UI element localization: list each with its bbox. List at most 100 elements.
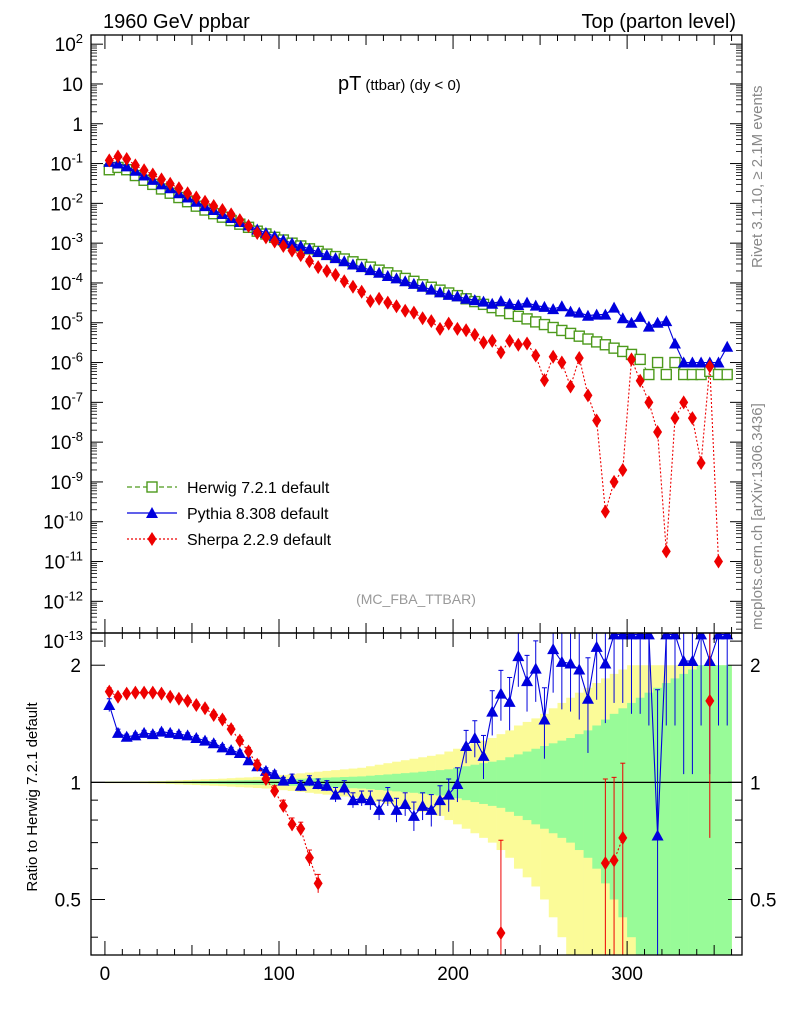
sherpa-ratio-point [278, 798, 288, 813]
pythia-point [660, 315, 673, 327]
sherpa-point [365, 294, 375, 309]
sherpa-point [148, 167, 158, 182]
sherpa-point [600, 504, 610, 519]
pythia-ratio-point [172, 728, 185, 740]
pythia-point [555, 300, 568, 312]
sherpa-point [539, 373, 549, 388]
sherpa-ratio-point [183, 693, 193, 708]
sherpa-point [661, 544, 671, 559]
sherpa-point [609, 474, 619, 489]
sherpa-ratio-point [200, 701, 210, 716]
pythia-ratio-point [155, 725, 168, 737]
sherpa-point [566, 379, 576, 394]
sherpa-point [487, 333, 497, 348]
ratio-band-stat [461, 766, 471, 801]
sherpa-point [714, 554, 724, 569]
sherpa-ratio-point [130, 685, 140, 700]
main-ytick-label: 10-7 [50, 389, 83, 414]
pythia-ratio-point [581, 692, 594, 704]
ratio-ytick-label: 2 [70, 656, 81, 677]
pythia-ratio-point [320, 779, 333, 791]
legend: Herwig 7.2.1 default Pythia 8.308 default… [127, 480, 332, 549]
pythia-ratio-point [634, 633, 647, 640]
pythia-ratio-point [486, 705, 499, 717]
sherpa-point [357, 284, 367, 299]
pythia-point [538, 300, 551, 312]
pythia-point [608, 301, 621, 313]
pythia-ratio-point [390, 803, 403, 815]
pythia-ratio-point [364, 794, 377, 806]
ratio-band-stat [627, 702, 637, 938]
pythia-ratio-point [555, 655, 568, 667]
pythia-point [642, 320, 655, 332]
pythia-point [599, 308, 612, 320]
ratio-uncertainty-bands [91, 665, 742, 955]
pythia-point [521, 296, 534, 308]
pythia-ratio-point [164, 726, 177, 738]
main-ytick-label: 10 [62, 75, 83, 96]
pythia-ratio-point [129, 729, 142, 741]
sherpa-point [165, 176, 175, 191]
pythia-point [373, 266, 386, 278]
header-left: 1960 GeV ppbar [103, 11, 250, 33]
pythia-ratio-point [242, 754, 255, 766]
pythia-point [338, 255, 351, 267]
pythia-ratio-point [442, 788, 455, 800]
sherpa-point [313, 260, 323, 275]
pythia-ratio-point [346, 794, 359, 806]
pythia-point [407, 277, 420, 289]
sherpa-point [113, 149, 123, 164]
pythia-point [564, 305, 577, 317]
pythia-point [312, 245, 325, 257]
rivet-label: Rivet 3.1.10, ≥ 2.1M events [749, 86, 766, 269]
pythia-ratio-point [399, 797, 412, 809]
main-title: pT (ttbar) (dy < 0) [338, 73, 461, 95]
pythia-ratio-point [407, 809, 420, 821]
sherpa-point [200, 194, 210, 209]
sherpa-point [531, 348, 541, 363]
pythia-ratio-point [103, 699, 116, 711]
pythia-ratio-point [277, 774, 290, 786]
sherpa-point [339, 274, 349, 289]
pythia-ratio-point [329, 788, 342, 800]
sherpa-point [557, 355, 567, 370]
sherpa-ratio-point [705, 693, 715, 708]
sherpa-ratio-point [104, 684, 114, 699]
sherpa-point [418, 311, 428, 326]
pythia-ratio-point [521, 675, 534, 687]
sherpa-point [479, 335, 489, 350]
legend-sherpa-marker [147, 532, 157, 546]
sherpa-point [209, 198, 219, 213]
main-ytick-label: 10-8 [50, 429, 83, 454]
pythia-ratio-point [468, 732, 481, 744]
herwig-point [721, 368, 733, 381]
pythia-point [320, 249, 333, 261]
pythia-ratio-point [460, 739, 473, 751]
sherpa-point [331, 267, 341, 282]
pythia-point [668, 337, 681, 349]
pythia-ratio-point [225, 744, 238, 756]
pythia-point [433, 286, 446, 298]
sherpa-point [496, 345, 506, 360]
ratio-band-stat [670, 678, 680, 955]
analysis-label: (MC_FBA_TTBAR) [356, 591, 476, 607]
ratio-band-stat [522, 751, 532, 821]
sherpa-point [252, 225, 262, 240]
sherpa-point [174, 181, 184, 196]
sherpa-point [261, 230, 271, 245]
pythia-point [494, 295, 507, 307]
pythia-point [616, 312, 629, 324]
pythia-point [425, 283, 438, 295]
main-ytick-label: 10-13 [43, 628, 83, 653]
ratio-xtick-label: 300 [611, 964, 643, 985]
ratio-series-group [103, 633, 734, 955]
pythia-ratio-point [677, 655, 690, 667]
pythia-ratio-point [608, 633, 621, 640]
sherpa-point [383, 295, 393, 310]
ratio-band-stat [592, 725, 602, 869]
sherpa-ratio-point [209, 707, 219, 722]
main-ytick-label: 10-5 [50, 310, 83, 335]
ratio-band-stat [722, 665, 732, 955]
sherpa-point [287, 243, 297, 258]
